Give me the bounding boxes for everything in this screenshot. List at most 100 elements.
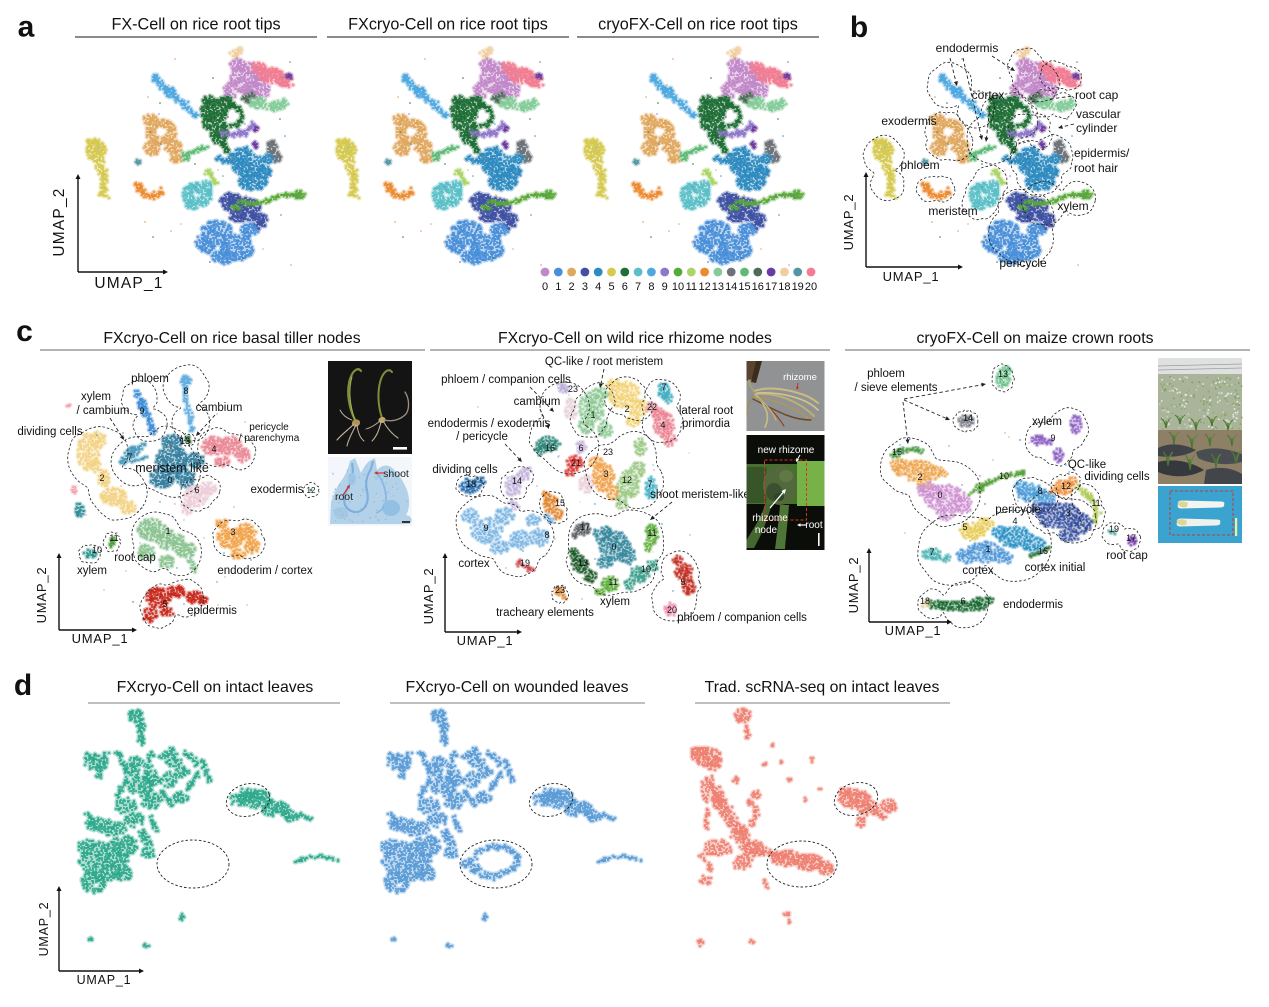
- svg-text:15: 15: [738, 281, 750, 293]
- svg-text:5: 5: [680, 577, 685, 587]
- svg-text:cortex: cortex: [962, 565, 994, 577]
- svg-text:endodermis / exodermis: endodermis / exodermis: [428, 418, 551, 430]
- svg-text:5: 5: [608, 281, 614, 293]
- svg-text:1: 1: [590, 410, 595, 420]
- svg-text:11: 11: [1091, 498, 1100, 508]
- svg-text:/ sieve elements: / sieve elements: [854, 382, 937, 394]
- svg-text:tracheary elements: tracheary elements: [496, 607, 594, 619]
- svg-text:QC-like / root meristem: QC-like / root meristem: [545, 356, 663, 368]
- svg-text:17: 17: [765, 281, 777, 293]
- svg-text:2: 2: [917, 472, 922, 482]
- svg-text:shoot: shoot: [383, 468, 409, 480]
- svg-text:2: 2: [569, 281, 575, 293]
- svg-text:xylem: xylem: [81, 391, 111, 403]
- svg-text:11: 11: [647, 528, 656, 538]
- svg-text:17: 17: [580, 522, 590, 532]
- svg-text:root cap: root cap: [114, 552, 156, 564]
- svg-text:3: 3: [1065, 508, 1070, 518]
- svg-text:/ cambium: / cambium: [76, 405, 129, 417]
- svg-text:14: 14: [963, 413, 973, 423]
- svg-text:exodermis: exodermis: [250, 484, 303, 496]
- svg-text:3: 3: [582, 281, 588, 293]
- svg-text:cortex: cortex: [458, 558, 490, 570]
- svg-text:10: 10: [999, 471, 1009, 481]
- svg-text:/ pericycle: / pericycle: [456, 431, 508, 443]
- svg-text:FXcryo-Cell on rice basal till: FXcryo-Cell on rice basal tiller nodes: [103, 330, 360, 347]
- svg-text:16: 16: [545, 443, 555, 453]
- svg-text:12: 12: [622, 475, 632, 485]
- svg-text:19: 19: [520, 558, 530, 568]
- svg-text:7: 7: [661, 382, 666, 392]
- svg-text:8: 8: [183, 386, 188, 396]
- svg-text:11: 11: [608, 577, 617, 587]
- svg-text:xylem: xylem: [600, 596, 630, 608]
- svg-text:8: 8: [648, 281, 654, 293]
- svg-text:1: 1: [985, 544, 990, 554]
- svg-text:7: 7: [635, 281, 641, 293]
- svg-text:a: a: [18, 11, 35, 44]
- svg-text:17: 17: [1126, 533, 1136, 543]
- svg-text:lateral root: lateral root: [679, 405, 734, 417]
- svg-text:6: 6: [622, 281, 628, 293]
- svg-text:18: 18: [778, 281, 790, 293]
- svg-text:18: 18: [920, 596, 930, 606]
- svg-text:cylinder: cylinder: [1076, 121, 1117, 135]
- svg-text:11: 11: [109, 533, 118, 543]
- svg-text:phloem / companion cells: phloem / companion cells: [677, 612, 807, 624]
- svg-text:7: 7: [929, 547, 934, 557]
- svg-text:phloem / companion cells: phloem / companion cells: [441, 374, 571, 386]
- svg-text:1: 1: [165, 526, 170, 536]
- svg-text:endoderim / cortex: endoderim / cortex: [217, 565, 312, 577]
- svg-text:Trad. scRNA-seq on intact leav: Trad. scRNA-seq on intact leaves: [705, 679, 940, 696]
- svg-text:9: 9: [483, 523, 488, 533]
- svg-text:new rhizome: new rhizome: [758, 445, 815, 456]
- svg-text:13: 13: [578, 558, 588, 568]
- svg-text:/ parenchyma: / parenchyma: [239, 433, 300, 444]
- svg-text:rhizome: rhizome: [752, 513, 788, 524]
- svg-text:cambium: cambium: [514, 396, 561, 408]
- svg-text:FXcryo-Cell on rice root tips: FXcryo-Cell on rice root tips: [348, 16, 548, 34]
- svg-text:phloem: phloem: [131, 373, 169, 385]
- svg-text:4: 4: [595, 281, 601, 293]
- svg-text:d: d: [14, 669, 32, 702]
- svg-text:0: 0: [937, 490, 942, 500]
- svg-text:5: 5: [962, 522, 967, 532]
- svg-text:FX-Cell on rice root tips: FX-Cell on rice root tips: [111, 16, 280, 34]
- svg-text:0: 0: [611, 542, 616, 552]
- svg-text:3: 3: [603, 469, 608, 479]
- svg-text:0: 0: [542, 281, 548, 293]
- svg-text:6: 6: [960, 596, 965, 606]
- svg-text:13: 13: [180, 436, 190, 446]
- svg-text:vascular: vascular: [1076, 107, 1121, 121]
- svg-text:UMAP_1: UMAP_1: [457, 633, 514, 648]
- svg-text:primordia: primordia: [682, 418, 731, 430]
- svg-text:4: 4: [211, 444, 216, 454]
- svg-text:13: 13: [712, 281, 724, 293]
- svg-text:FXcryo-Cell on wounded leaves: FXcryo-Cell on wounded leaves: [405, 679, 628, 696]
- svg-text:6: 6: [578, 443, 583, 453]
- svg-text:UMAP_1: UMAP_1: [885, 623, 942, 638]
- svg-text:root cap: root cap: [1075, 88, 1119, 102]
- svg-text:meristem: meristem: [928, 204, 977, 218]
- svg-text:phloem: phloem: [900, 158, 939, 172]
- svg-text:endodermis: endodermis: [1003, 599, 1063, 611]
- svg-text:14: 14: [512, 476, 522, 486]
- svg-text:UMAP_2: UMAP_2: [51, 187, 68, 256]
- svg-text:cortex: cortex: [972, 88, 1005, 102]
- svg-text:14: 14: [725, 281, 737, 293]
- svg-text:7: 7: [647, 479, 652, 489]
- svg-text:11: 11: [686, 281, 697, 293]
- svg-text:meristem like: meristem like: [135, 461, 209, 475]
- svg-text:23: 23: [603, 447, 613, 457]
- svg-text:cortex initial: cortex initial: [1025, 562, 1086, 574]
- svg-text:phloem: phloem: [867, 368, 905, 380]
- svg-text:1: 1: [555, 281, 561, 293]
- svg-text:8: 8: [544, 530, 549, 540]
- svg-text:2: 2: [624, 404, 629, 414]
- svg-text:c: c: [16, 315, 33, 348]
- svg-text:FXcryo-Cell on wild rice rhizo: FXcryo-Cell on wild rice rhizome nodes: [498, 330, 772, 347]
- svg-text:root: root: [805, 520, 822, 531]
- svg-text:UMAP_1: UMAP_1: [77, 973, 132, 987]
- svg-text:dividing cells: dividing cells: [432, 464, 497, 476]
- svg-text:UMAP_2: UMAP_2: [841, 194, 856, 251]
